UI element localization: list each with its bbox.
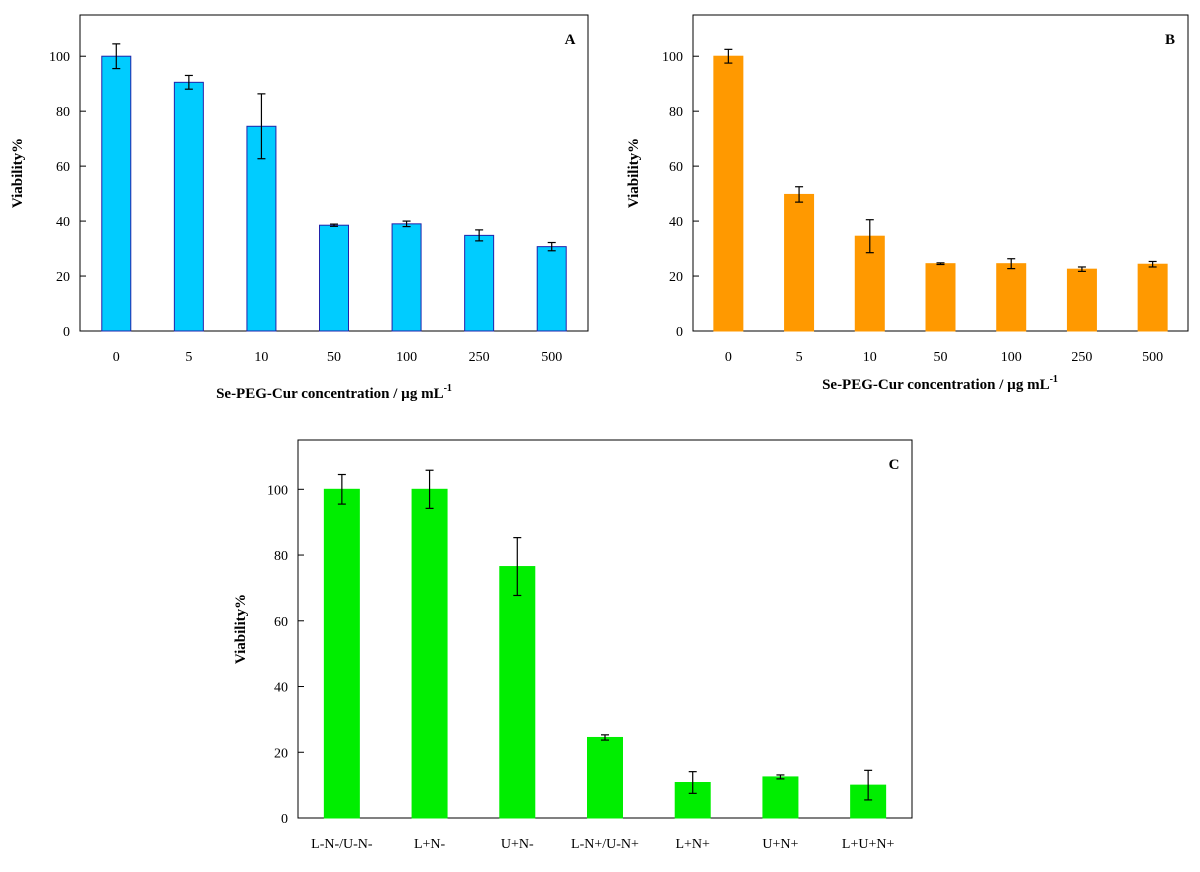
error-bar	[184, 74, 193, 90]
y-tick-label: 40	[274, 681, 288, 696]
x-tick-label: 100	[396, 350, 417, 365]
error-bar	[402, 220, 411, 228]
bar	[323, 488, 360, 819]
chart-panel-a: 0 20 40 60 80 100 0 5 10 50 100 250 500 A Viability% Se…	[10, 14, 589, 402]
error-bar	[425, 469, 434, 509]
y-tick-label: 100	[662, 50, 683, 65]
error-bar	[330, 223, 338, 227]
y-tick-label: 100	[267, 483, 288, 498]
error-bar	[936, 262, 945, 266]
bar	[173, 81, 204, 332]
y-tick-label: 60	[274, 615, 288, 630]
y-tick-label: 0	[281, 812, 288, 827]
x-tick-label: L+N+	[675, 837, 710, 852]
x-axis-title: Se-PEG-Cur concentration / µg mL-1	[822, 374, 1058, 393]
y-axis-title: Viability%	[10, 138, 26, 208]
x-tick-label: 250	[1071, 350, 1092, 365]
x-tick-label: 500	[1142, 350, 1163, 365]
y-tick-label: 80	[669, 105, 683, 120]
bar	[1137, 263, 1168, 332]
y-tick-label: 60	[56, 160, 70, 175]
y-tick-label: 0	[676, 325, 683, 340]
y-tick-label: 100	[49, 50, 70, 65]
bar	[391, 223, 422, 332]
error-bar	[1148, 260, 1157, 268]
bar	[1066, 268, 1097, 332]
x-axis-title: Se-PEG-Cur concentration / µg mL-1	[216, 383, 452, 402]
error-bar	[795, 186, 804, 203]
y-tick-label: 40	[56, 215, 70, 230]
error-bar	[337, 473, 346, 505]
error-bar	[547, 241, 556, 252]
bar	[587, 736, 623, 819]
bar	[996, 263, 1027, 332]
error-bar	[776, 774, 785, 780]
bar	[762, 776, 799, 819]
x-tick-label: 250	[469, 350, 490, 365]
error-bar	[1077, 266, 1086, 272]
x-tick-label: L+N-	[414, 837, 446, 852]
y-tick-label: 40	[669, 215, 683, 230]
bar	[713, 55, 744, 332]
x-tick-label: L+U+N+	[842, 837, 895, 852]
error-bar	[1007, 258, 1016, 270]
panel-label: B	[1165, 32, 1175, 48]
y-tick-label: 0	[63, 325, 70, 340]
x-tick-label: 5	[185, 350, 192, 365]
bar	[499, 566, 536, 819]
x-tick-label: 100	[1001, 350, 1022, 365]
x-tick-label: 50	[934, 350, 948, 365]
bar	[319, 224, 349, 332]
panel-label: A	[565, 32, 576, 48]
x-tick-label: U+N-	[501, 837, 534, 852]
chart-panel-c: 0 20 40 60 80 100 L-N-/U-N- L+N- U+N- L-N+/U-N+ L+…	[233, 439, 913, 852]
x-tick-label: 10	[863, 350, 877, 365]
y-tick-label: 20	[56, 270, 70, 285]
y-axis-title: Viability%	[233, 594, 249, 664]
y-tick-label: 80	[274, 549, 288, 564]
error-bar	[601, 734, 609, 741]
chart-panel-b: 0 20 40 60 80 100 0 5 10 50 100 250 500 B Viability% Se…	[626, 14, 1189, 393]
error-bar	[688, 771, 697, 794]
error-bar	[513, 537, 522, 597]
bar	[411, 488, 448, 819]
error-bar	[257, 93, 266, 160]
y-tick-label: 60	[669, 160, 683, 175]
bar	[925, 263, 956, 332]
x-tick-label: 0	[113, 350, 120, 365]
bar	[784, 193, 815, 332]
x-tick-label: 50	[327, 350, 341, 365]
panel-label: C	[889, 457, 900, 473]
y-axis-title: Viability%	[626, 138, 642, 208]
x-tick-label: U+N+	[762, 837, 798, 852]
error-bar	[864, 769, 873, 801]
y-tick-label: 20	[669, 270, 683, 285]
error-bar	[475, 229, 484, 242]
y-tick-label: 20	[274, 746, 288, 761]
bar	[246, 125, 277, 332]
bar	[101, 55, 132, 332]
error-bar	[112, 43, 121, 70]
x-tick-label: 0	[725, 350, 732, 365]
error-bar	[724, 48, 733, 64]
y-tick-label: 80	[56, 105, 70, 120]
x-tick-label: 10	[254, 350, 268, 365]
x-tick-label: 5	[796, 350, 803, 365]
x-tick-label: L-N+/U-N+	[571, 837, 639, 852]
x-tick-label: 500	[541, 350, 562, 365]
bar	[464, 234, 495, 332]
bar	[536, 246, 567, 332]
error-bar	[865, 219, 874, 254]
x-tick-label: L-N-/U-N-	[311, 837, 373, 852]
